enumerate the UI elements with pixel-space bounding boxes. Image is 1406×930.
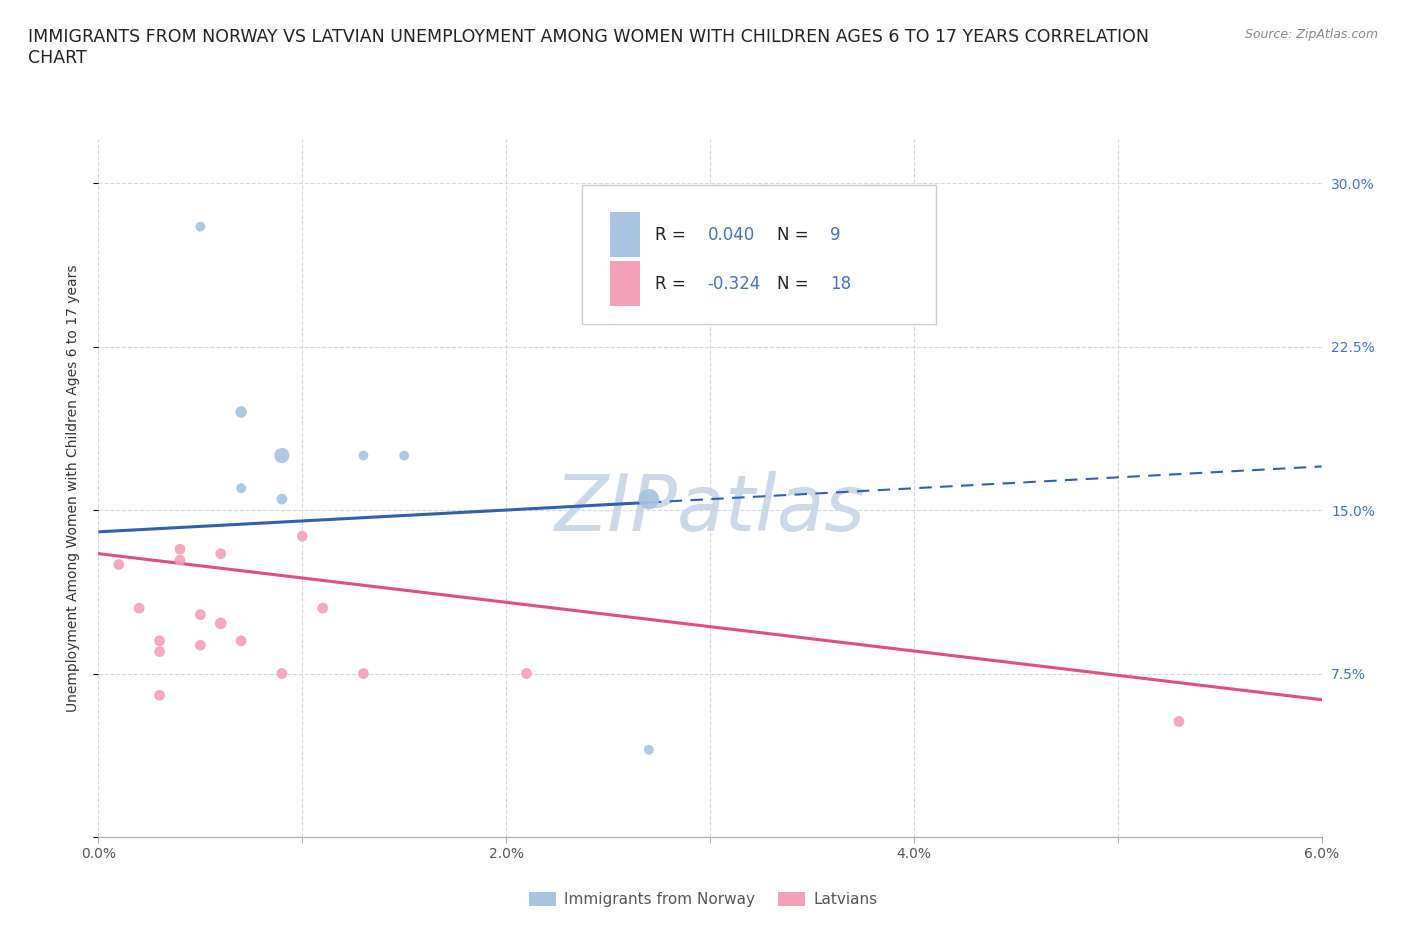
Point [516,666,538,681]
Text: N =: N = [778,274,814,293]
Text: Source: ZipAtlas.com: Source: ZipAtlas.com [1244,28,1378,41]
Point [128,601,150,616]
Point [311,601,335,616]
Point [270,448,292,463]
FancyBboxPatch shape [582,185,936,325]
Point [231,633,253,648]
Point [231,481,253,496]
Point [637,742,661,757]
Text: IMMIGRANTS FROM NORWAY VS LATVIAN UNEMPLOYMENT AMONG WOMEN WITH CHILDREN AGES 6 : IMMIGRANTS FROM NORWAY VS LATVIAN UNEMPL… [28,28,1149,67]
Text: R =: R = [655,226,690,244]
Point [270,666,292,681]
Point [169,542,191,557]
Point [291,529,314,544]
Point [352,448,374,463]
Point [637,492,661,507]
Y-axis label: Unemployment Among Women with Children Ages 6 to 17 years: Unemployment Among Women with Children A… [66,264,80,712]
Point [209,546,232,561]
Point [149,644,172,659]
FancyBboxPatch shape [610,261,640,306]
Point [270,492,292,507]
Point [392,448,416,463]
Point [1167,714,1189,729]
Text: 0.040: 0.040 [707,226,755,244]
Text: ZIPatlas: ZIPatlas [554,472,866,547]
Point [149,633,172,648]
Text: -0.324: -0.324 [707,274,761,293]
Legend: Immigrants from Norway, Latvians: Immigrants from Norway, Latvians [523,885,883,913]
Point [209,616,232,631]
Point [188,638,212,653]
Text: 9: 9 [830,226,841,244]
Point [188,219,212,234]
Point [149,688,172,703]
FancyBboxPatch shape [610,212,640,258]
Point [231,405,253,419]
Text: 18: 18 [830,274,851,293]
Point [352,666,374,681]
Point [188,607,212,622]
Text: N =: N = [778,226,814,244]
Point [169,552,191,567]
Point [108,557,131,572]
Text: R =: R = [655,274,690,293]
